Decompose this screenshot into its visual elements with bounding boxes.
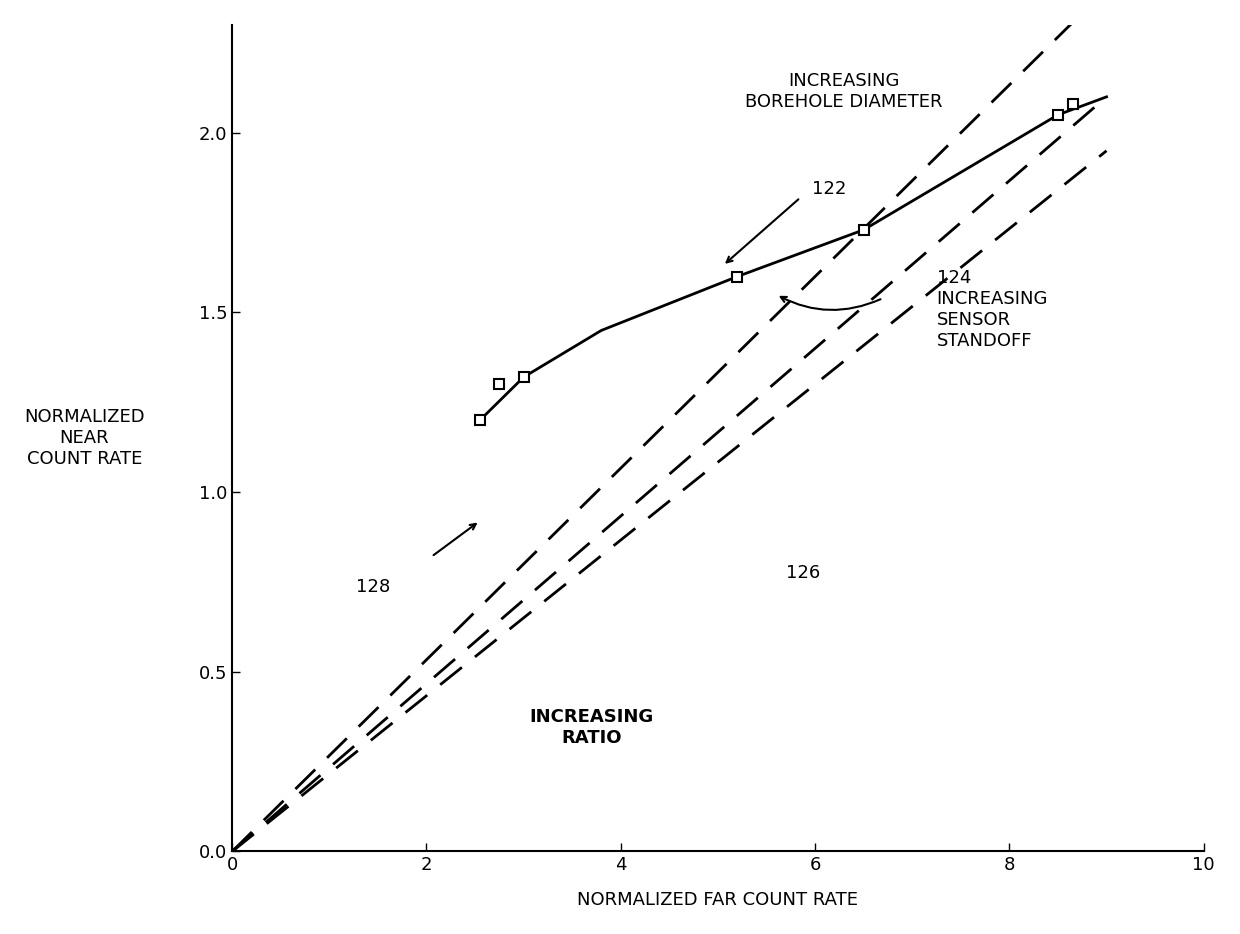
Text: INCREASING
BOREHOLE DIAMETER: INCREASING BOREHOLE DIAMETER [745, 73, 942, 111]
Text: INCREASING
RATIO: INCREASING RATIO [529, 708, 653, 746]
Text: 124
INCREASING
SENSOR
STANDOFF: 124 INCREASING SENSOR STANDOFF [936, 269, 1048, 349]
Y-axis label: NORMALIZED
NEAR
COUNT RATE: NORMALIZED NEAR COUNT RATE [24, 408, 145, 468]
Text: 126: 126 [786, 564, 820, 582]
Text: 122: 122 [812, 179, 847, 197]
Text: 128: 128 [356, 578, 391, 597]
X-axis label: NORMALIZED FAR COUNT RATE: NORMALIZED FAR COUNT RATE [578, 891, 858, 909]
